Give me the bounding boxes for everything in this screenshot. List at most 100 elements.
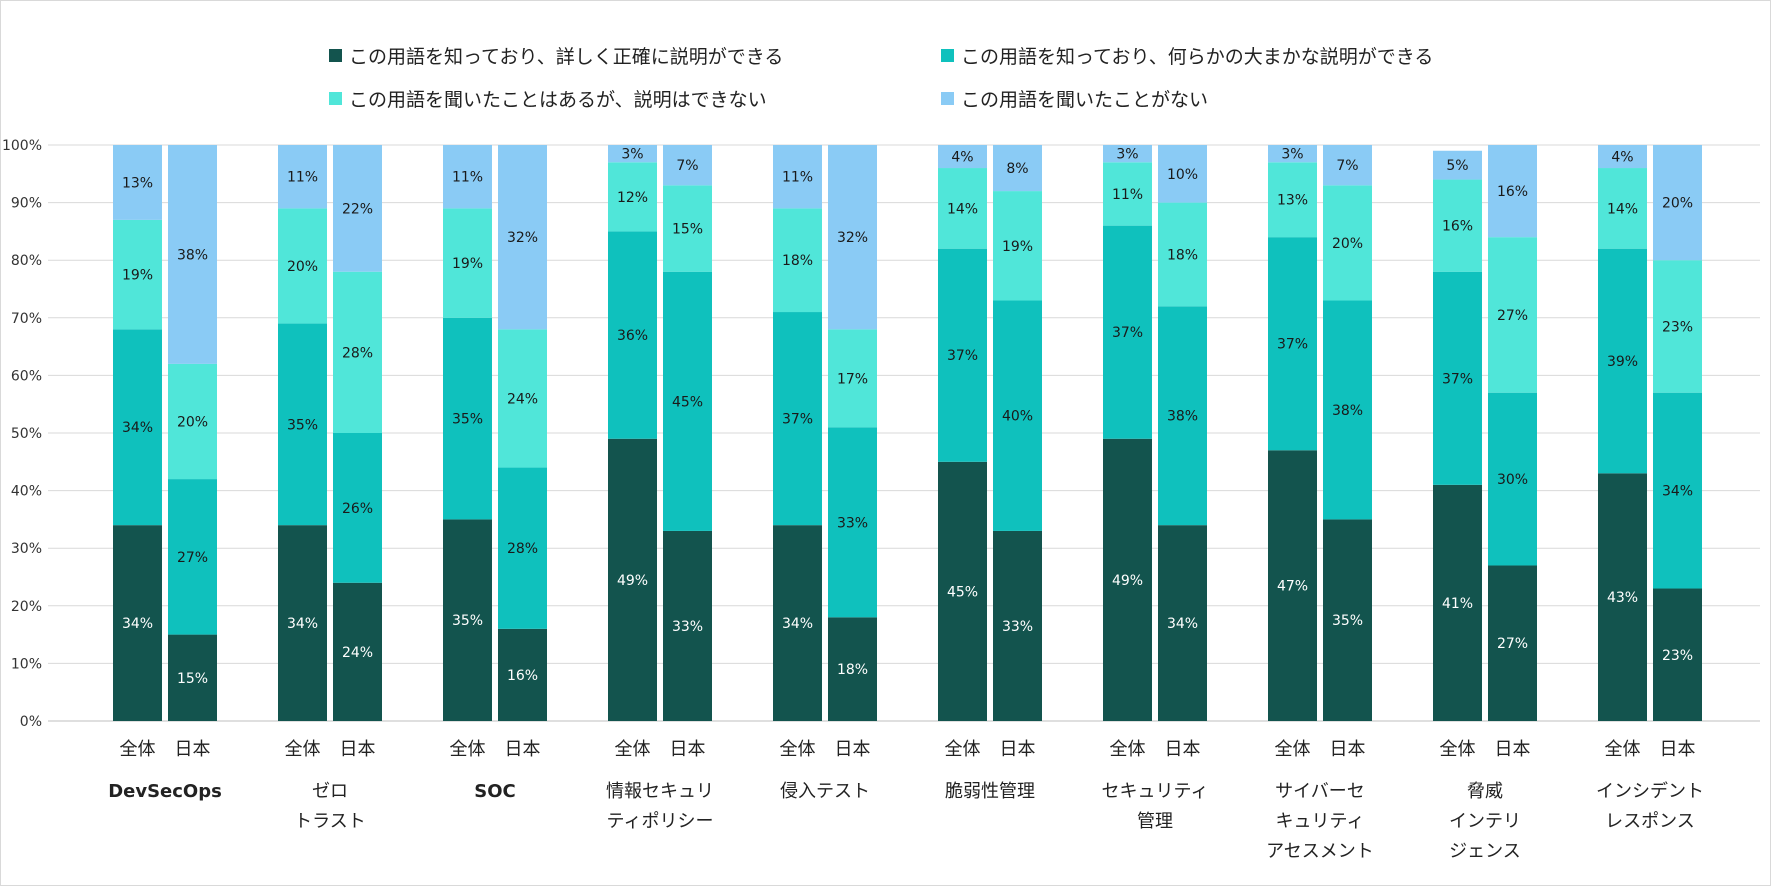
bar-segment	[1158, 145, 1207, 203]
y-tick-label: 20%	[11, 599, 42, 615]
bar-segment	[608, 145, 657, 163]
data-label: 34%	[1167, 616, 1198, 632]
data-label: 3%	[621, 147, 643, 163]
data-label: 28%	[507, 541, 538, 557]
x-category-label: DevSecOps	[108, 781, 222, 802]
x-category-label: アセスメント	[1266, 841, 1374, 862]
legend-swatch-series-4	[941, 92, 954, 105]
bar-segment	[1323, 519, 1372, 721]
bar-segment	[1158, 306, 1207, 526]
data-label: 7%	[1336, 158, 1358, 174]
legend-item-series-2: この用語を知っており、何らかの大まかな説明ができる	[941, 42, 1433, 69]
bar-segment	[1653, 392, 1702, 589]
legend-item-series-3: この用語を聞いたことはあるが、説明はできない	[329, 85, 767, 112]
bar-segment	[1598, 473, 1647, 721]
bar-segment	[168, 145, 217, 364]
bar-segment	[608, 231, 657, 439]
data-label: 36%	[617, 328, 648, 344]
bar-segment	[938, 145, 987, 169]
x-category-label: 侵入テスト	[780, 781, 870, 802]
x-bar-label: 日本	[1000, 739, 1036, 760]
bar-segment	[1433, 484, 1482, 721]
data-label: 12%	[617, 190, 648, 206]
bar-segment	[498, 628, 547, 721]
x-bar-label: 全体	[1440, 739, 1476, 760]
data-label: 3%	[1116, 147, 1138, 163]
bar-segment	[1598, 248, 1647, 474]
data-label: 10%	[1167, 167, 1198, 183]
bar-segment	[828, 329, 877, 428]
data-label: 39%	[1607, 354, 1638, 370]
x-bar-label: 全体	[450, 739, 486, 760]
bar-segment	[278, 145, 327, 209]
bar-segment	[828, 427, 877, 618]
data-label: 35%	[1332, 613, 1363, 629]
bar-segment	[168, 634, 217, 721]
y-tick-label: 90%	[11, 196, 42, 212]
y-tick-label: 30%	[11, 541, 42, 557]
data-label: 49%	[1112, 573, 1143, 589]
bar-segment	[1488, 237, 1537, 393]
x-bar-label: 全体	[1605, 739, 1641, 760]
bar-segment	[938, 168, 987, 249]
data-label: 37%	[947, 348, 978, 364]
data-label: 19%	[122, 268, 153, 284]
bar-segment	[333, 433, 382, 583]
bar-segment	[443, 208, 492, 318]
data-label: 11%	[1112, 187, 1143, 203]
x-bar-label: 全体	[120, 739, 156, 760]
data-label: 34%	[122, 616, 153, 632]
legend-item-series-4: この用語を聞いたことがない	[941, 85, 1208, 112]
x-bar-label: 全体	[1275, 739, 1311, 760]
data-label: 13%	[122, 175, 153, 191]
data-label: 17%	[837, 371, 868, 387]
y-tick-label: 10%	[11, 656, 42, 672]
data-label: 23%	[1662, 648, 1693, 664]
x-bar-label: 日本	[505, 739, 541, 760]
bar-segment	[993, 191, 1042, 301]
x-bar-label: 全体	[780, 739, 816, 760]
bar-segment	[498, 145, 547, 330]
legend-label-series-3: この用語を聞いたことはあるが、説明はできない	[349, 89, 767, 111]
data-label: 38%	[177, 247, 208, 263]
bar-segment	[1268, 162, 1317, 238]
data-label: 11%	[452, 170, 483, 186]
data-label: 20%	[1662, 196, 1693, 212]
bar-segment	[993, 145, 1042, 192]
data-label: 14%	[947, 201, 978, 217]
bar-segment	[1598, 168, 1647, 249]
bar-segment	[168, 363, 217, 480]
bar-segment	[1323, 300, 1372, 520]
data-label: 18%	[837, 662, 868, 678]
x-category-label: インテリ	[1449, 811, 1521, 832]
data-label: 33%	[672, 619, 703, 635]
data-label: 15%	[672, 222, 703, 238]
data-label: 14%	[1607, 201, 1638, 217]
x-bar-label: 全体	[285, 739, 321, 760]
data-label: 35%	[287, 417, 318, 433]
x-category-label: ジェンス	[1449, 841, 1521, 862]
x-category-label: ティポリシー	[607, 811, 714, 832]
data-label: 27%	[1497, 308, 1528, 324]
x-bar-label: 日本	[670, 739, 706, 760]
data-label: 26%	[342, 501, 373, 517]
data-label: 18%	[782, 253, 813, 269]
x-bar-label: 全体	[1110, 739, 1146, 760]
data-label: 34%	[1662, 484, 1693, 500]
bar-segment	[113, 145, 162, 220]
x-bar-label: 全体	[945, 739, 981, 760]
x-category-label: キュリティ	[1276, 811, 1365, 832]
x-category-label: セキュリティ	[1102, 781, 1209, 802]
bar-segment	[498, 467, 547, 629]
bar-segment	[1488, 392, 1537, 566]
y-tick-label: 100%	[2, 138, 42, 154]
bar-segment	[333, 582, 382, 721]
bar-segment	[1653, 588, 1702, 721]
data-label: 37%	[1442, 371, 1473, 387]
data-label: 16%	[507, 668, 538, 684]
bar-segment	[1103, 145, 1152, 163]
data-label: 27%	[177, 550, 208, 566]
bar-segment	[1433, 150, 1482, 180]
x-category-label: トラスト	[294, 811, 366, 832]
x-bar-label: 日本	[175, 739, 211, 760]
